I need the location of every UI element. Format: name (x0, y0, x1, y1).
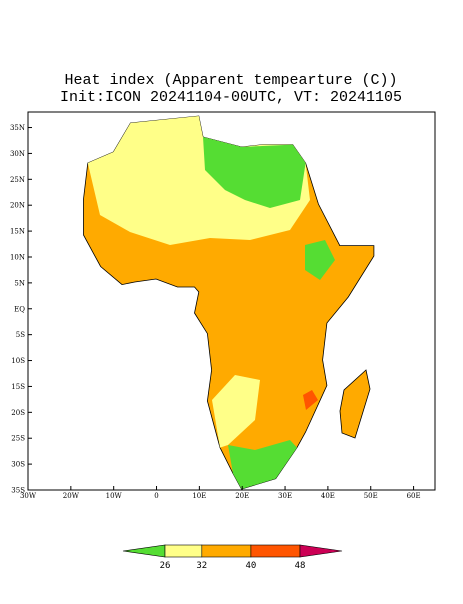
colorbar-segment (164, 544, 203, 558)
map-frame (27, 111, 436, 491)
subtitle: Init:ICON 20241104-00UTC, VT: 20241105 (60, 89, 402, 106)
colorbar-label: 32 (196, 561, 207, 571)
y-tick-label: EQ (14, 305, 25, 313)
x-tick-label: 50E (364, 492, 378, 500)
colorbar-label: 40 (245, 561, 256, 571)
y-tick-label: 10S (11, 357, 25, 365)
y-tick-label: 25S (11, 435, 25, 443)
y-tick-label: 5N (14, 279, 25, 287)
x-tick-label: 30W (20, 492, 37, 500)
y-tick-label: 5S (16, 331, 25, 339)
y-tick-label: 10N (10, 253, 25, 261)
y-tick-label: 30N (10, 150, 25, 158)
x-tick-label: 40E (321, 492, 335, 500)
green-east (305, 240, 335, 280)
x-tick-label: 20E (235, 492, 249, 500)
y-tick-label: 25N (10, 176, 25, 184)
colorbar-label: 48 (295, 561, 306, 571)
x-tick-label: 0 (154, 492, 158, 500)
colorbar-segment (250, 544, 301, 558)
colorbar-high (299, 544, 343, 558)
y-tick-label: 20S (11, 409, 25, 417)
x-tick-label: 60E (407, 492, 421, 500)
colorbar-label: 26 (160, 561, 171, 571)
x-tick-label: 10E (192, 492, 206, 500)
y-tick-label: 35N (10, 124, 25, 132)
yellow-south (212, 375, 260, 448)
x-tick-label: 10W (106, 492, 123, 500)
x-tick-label: 30E (278, 492, 292, 500)
africa (83, 115, 375, 490)
colorbar-low (122, 544, 166, 558)
y-tick-label: 30S (11, 461, 25, 469)
green-sahara (203, 137, 306, 208)
title: Heat index (Apparent tempearture (C)) (64, 72, 397, 89)
y-tick-label: 35S (11, 487, 25, 495)
x-tick-label: 20W (63, 492, 80, 500)
y-tick-label: 20N (10, 202, 25, 210)
green-south (228, 440, 297, 489)
hot-spot (303, 390, 318, 410)
colorbar-segment (201, 544, 252, 558)
y-tick-label: 15S (11, 383, 25, 391)
madagascar (339, 369, 371, 439)
y-tick-label: 15N (10, 228, 25, 236)
